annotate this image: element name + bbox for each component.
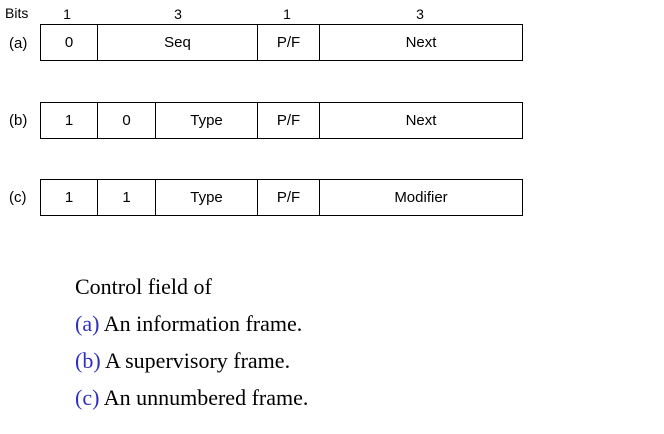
caption-text-b: A supervisory frame. [100,348,291,373]
bit-count-4: 3 [416,6,424,22]
cell-next: Next [319,103,522,138]
bits-label: Bits [5,5,29,21]
caption-item-a: (a) An information frame. [75,305,302,342]
frame-row-unnumbered: 1 1 Type P/F Modifier [40,179,523,216]
cell-seq: Seq [97,25,257,60]
caption-text-a: An information frame. [99,311,303,336]
caption-marker-b: (b) [75,348,101,373]
row-label-b: (b) [9,112,28,129]
bit-count-3: 1 [283,6,291,22]
caption-title: Control field of [75,274,212,299]
cell-bit-1: 1 [64,112,74,129]
cell-next: Next [319,25,522,60]
bit-count-1: 1 [63,6,71,22]
caption-marker-a: (a) [75,311,100,336]
row-label-a: (a) [9,35,28,52]
cell-poll-final: P/F [257,25,319,60]
caption-item-b: (b) A supervisory frame. [75,342,290,379]
frame-row-supervisory: 1 0 Type P/F Next [40,102,523,139]
cell-poll-final: P/F [257,180,319,215]
caption-item-c: (c) An unnumbered frame. [75,379,308,416]
bit-count-2: 3 [174,6,182,22]
caption-text-c: An unnumbered frame. [99,385,309,410]
cell-modifier: Modifier [319,180,522,215]
cell-poll-final: P/F [257,103,319,138]
cell-control-bit: 0 [64,34,74,51]
caption-marker-c: (c) [75,385,100,410]
cell-type: Type [155,103,257,138]
frame-row-information: 0 Seq P/F Next [40,24,523,61]
cell-bit-1: 1 [64,189,74,206]
cell-bit-2: 0 [97,103,155,138]
cell-type: Type [155,180,257,215]
row-label-c: (c) [9,189,27,206]
cell-bit-2: 1 [97,180,155,215]
